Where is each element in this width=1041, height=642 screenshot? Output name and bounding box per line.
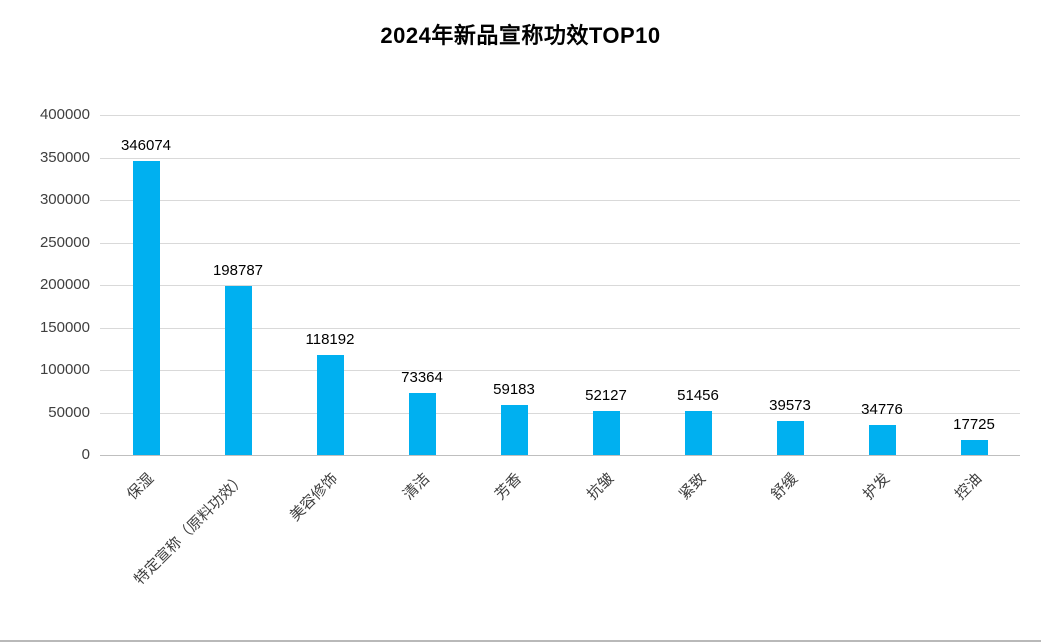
bar-6 (592, 410, 620, 455)
x-axis-category-label: 控油 (951, 470, 986, 504)
bar-value-label: 34776 (861, 401, 903, 419)
bar-8 (776, 421, 804, 455)
bar-1 (132, 160, 160, 455)
bar-10 (960, 439, 988, 455)
x-axis-line (100, 455, 1020, 456)
bar-value-label: 59183 (493, 380, 535, 398)
bar-value-label: 52127 (585, 386, 627, 404)
bar-value-label: 51456 (677, 387, 719, 405)
y-axis-tick-label: 400000 (39, 106, 90, 123)
x-axis-category-label: 美容修饰 (286, 470, 342, 525)
gridline (100, 157, 1020, 159)
x-axis-category-label: 舒缓 (767, 470, 802, 504)
y-axis-tick-label: 100000 (39, 361, 90, 378)
gridline (100, 285, 1020, 286)
gridline (100, 200, 1020, 201)
bar-value-label: 346074 (120, 136, 172, 154)
bar-value-label: 198787 (212, 262, 264, 280)
x-axis-category-label: 紧致 (675, 470, 710, 504)
bar-value-label: 39573 (769, 397, 811, 415)
bar-value-label: 73364 (401, 368, 443, 386)
gridline (100, 327, 1020, 329)
chart-title: 2024年新品宣称功效TOP10 (380, 23, 661, 48)
y-axis-tick-label: 200000 (39, 276, 90, 293)
plot-area (100, 115, 1020, 456)
x-axis-category-label: 清洁 (399, 470, 434, 504)
y-axis-tick-label: 350000 (39, 148, 90, 166)
bar-9 (868, 425, 896, 455)
x-axis-category-label: 抗皱 (583, 470, 618, 504)
bar-4 (408, 392, 436, 455)
bar-value-label: 118192 (305, 330, 355, 348)
gridline (100, 115, 1020, 116)
bar-2 (224, 286, 252, 455)
y-axis-tick-label: 150000 (39, 318, 90, 336)
x-axis-category-label: 芳香 (491, 470, 526, 504)
gridline (100, 370, 1020, 371)
bar-7 (684, 411, 712, 455)
bar-5 (500, 404, 528, 455)
gridline (100, 242, 1020, 244)
y-axis-tick-label: 300000 (39, 191, 90, 208)
y-axis-tick-label: 0 (81, 446, 90, 463)
gridline (100, 412, 1020, 414)
bar-3 (316, 354, 344, 455)
bar-value-label: 17725 (953, 415, 995, 433)
y-axis-tick-label: 250000 (39, 233, 90, 251)
x-axis-category-label: 护发 (859, 470, 894, 504)
y-axis-tick-label: 50000 (48, 403, 90, 421)
x-axis-category-label: 保湿 (123, 470, 158, 504)
